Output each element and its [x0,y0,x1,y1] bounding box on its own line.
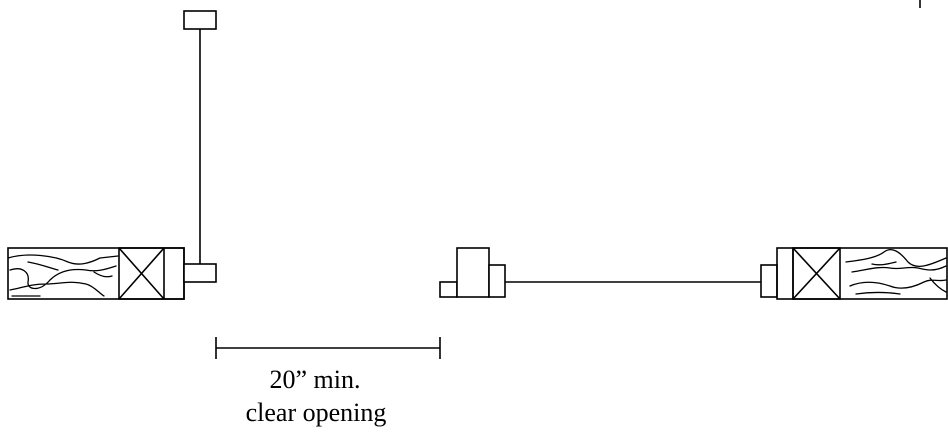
left-wall-wood-grain [7,254,119,297]
right-door-edge-block [488,264,506,298]
dimension-description-label: clear opening [246,398,387,427]
right-door [439,247,778,298]
left-wall-post-box [118,247,185,300]
left-door [183,10,217,283]
left-door-hinge-block [183,263,217,283]
left-door-end-block [183,10,217,30]
left-post-cross-2 [118,247,165,300]
right-post-cross-2 [792,247,841,300]
right-door-stop-small [439,281,458,298]
right-wall-frame [776,247,948,300]
right-door-hinge-block [760,264,778,298]
dimension-value-label: 20” min. [270,365,361,394]
right-wall [776,247,948,300]
right-door-jamb-block [456,247,490,298]
clear-opening-dimension: 20” min. clear opening [215,337,441,427]
left-wall [7,247,185,300]
right-wall-wood-grain [845,248,947,295]
right-wall-post-box [792,247,841,300]
